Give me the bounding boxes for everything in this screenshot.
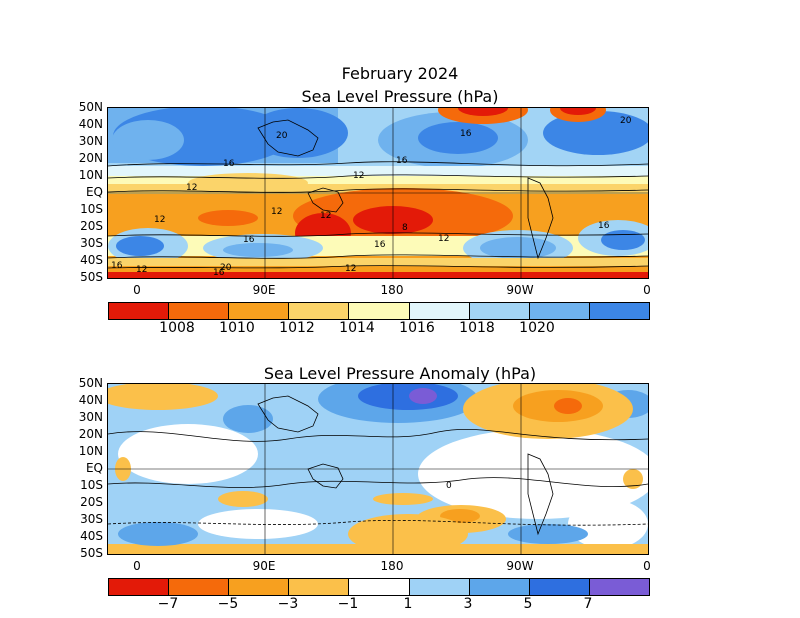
contour-label: 12	[154, 215, 165, 225]
lon-label: 180	[380, 283, 404, 297]
colorbar-label: 1012	[279, 320, 315, 336]
colorbar-swatch	[409, 579, 470, 595]
colorbar-swatch	[349, 579, 410, 595]
contour-label: 12	[353, 171, 364, 181]
colorbar-label: −1	[337, 596, 359, 612]
colorbar-swatch	[469, 303, 530, 319]
contour-label: 16	[213, 268, 225, 278]
bottom-title: Sea Level Pressure Anomaly (hPa)	[263, 364, 537, 383]
lat-label: 20S	[80, 495, 103, 509]
lon-label: 0	[643, 559, 651, 573]
lat-label: 50S	[80, 546, 103, 560]
bottom-colorbar	[108, 578, 650, 596]
lat-label: 50N	[78, 100, 103, 114]
contour-label: 16	[598, 221, 610, 231]
lon-label: 180	[380, 559, 404, 573]
contour-label: 16	[223, 159, 235, 169]
colorbar-swatch	[169, 579, 230, 595]
lon-label: 90W	[506, 283, 534, 297]
colorbar-label: 1	[403, 596, 413, 612]
lat-label: 50N	[78, 376, 103, 390]
lat-label: 40S	[80, 529, 103, 543]
contour-label: 12	[345, 264, 356, 274]
colorbar-label: 1008	[159, 320, 195, 336]
lat-label: 10N	[78, 444, 103, 458]
lat-label: 30S	[80, 512, 103, 526]
colorbar-swatch	[229, 303, 290, 319]
contour-label: 12	[438, 234, 449, 244]
colorbar-swatch	[589, 579, 649, 595]
lat-label: 40N	[78, 117, 103, 131]
top-title-line1: February 2024	[341, 64, 459, 83]
lat-label: 10S	[80, 202, 103, 216]
lon-label: 0	[133, 283, 141, 297]
colorbar-swatch	[109, 303, 170, 319]
contour-label: 8	[402, 223, 408, 233]
lat-label: 30N	[78, 134, 103, 148]
contour-label: 16	[460, 129, 472, 139]
lon-label: 90W	[506, 559, 534, 573]
colorbar-label: 1020	[519, 320, 555, 336]
colorbar-label: 1016	[399, 320, 435, 336]
lat-label: 20S	[80, 219, 103, 233]
colorbar-label: −5	[217, 596, 239, 612]
colorbar-swatch	[289, 579, 350, 595]
lon-label: 90E	[252, 559, 276, 573]
contour-label: 12	[136, 265, 147, 275]
contour-label: 20	[620, 116, 632, 126]
bottom-map: 0	[107, 383, 649, 555]
top-title-line2: Sea Level Pressure (hPa)	[301, 87, 499, 106]
lat-label: 10S	[80, 478, 103, 492]
lat-label: 50S	[80, 270, 103, 284]
contour-label: 12	[271, 207, 282, 217]
lat-label: EQ	[85, 461, 103, 475]
colorbar-label: 7	[583, 596, 593, 612]
colorbar-swatch	[289, 303, 350, 319]
lat-label: 20N	[78, 427, 103, 441]
colorbar-swatch	[469, 579, 530, 595]
lon-label: 0	[133, 559, 141, 573]
lat-label: 40S	[80, 253, 103, 267]
colorbar-label: 3	[463, 596, 473, 612]
colorbar-swatch	[589, 303, 649, 319]
contour-label: 20	[220, 263, 232, 273]
colorbar-label: −3	[277, 596, 299, 612]
contour-label: 12	[186, 183, 197, 193]
colorbar-label: 1010	[219, 320, 255, 336]
colorbar-label: −7	[157, 596, 179, 612]
colorbar-swatch	[409, 303, 470, 319]
contour-label: 16	[396, 156, 408, 166]
lon-label: 0	[643, 283, 651, 297]
top-map: 20 16 12 16 12 12 12 16 8 12 16 12 16 12…	[107, 107, 649, 279]
colorbar-swatch	[349, 303, 410, 319]
lat-label: 30S	[80, 236, 103, 250]
colorbar-label: 1014	[339, 320, 375, 336]
contour-label: 16	[243, 235, 255, 245]
contour-label: 16	[374, 240, 386, 250]
colorbar-label: 5	[523, 596, 533, 612]
lat-label: 40N	[78, 393, 103, 407]
top-colorbar	[108, 302, 650, 320]
lat-label: EQ	[85, 185, 103, 199]
lat-label: 10N	[78, 168, 103, 182]
contour-label: 12	[320, 211, 331, 221]
colorbar-swatch	[169, 303, 230, 319]
lat-label: 20N	[78, 151, 103, 165]
colorbar-swatch	[109, 579, 170, 595]
contour-label: 20	[276, 131, 288, 141]
colorbar-swatch	[229, 579, 290, 595]
slp-anomaly-map-svg: 0	[108, 384, 648, 554]
lat-label: 30N	[78, 410, 103, 424]
colorbar-swatch	[529, 579, 590, 595]
colorbar-label: 1018	[459, 320, 495, 336]
contour-label: 16	[111, 261, 123, 271]
contour-label: 0	[446, 481, 452, 491]
colorbar-swatch	[529, 303, 590, 319]
slp-map-svg: 20 16 12 16 12 12 12 16 8 12 16 12 16 12…	[108, 108, 648, 278]
lon-label: 90E	[252, 283, 276, 297]
